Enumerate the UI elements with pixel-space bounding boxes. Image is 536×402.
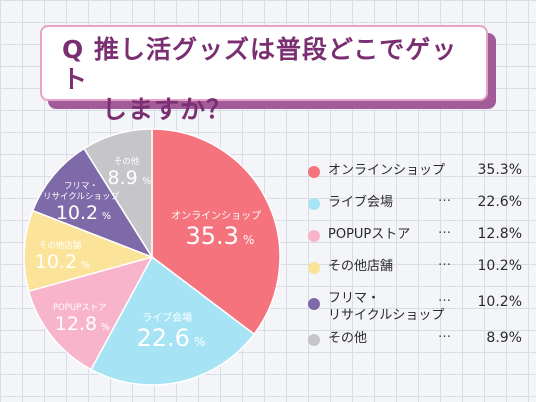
legend-label: フリマ・ リサイクルショップ (328, 291, 445, 323)
slice-name-1: オンラインショップ (171, 210, 261, 222)
legend-leader-dots: … (438, 254, 452, 269)
legend-value: 10.2% (477, 258, 522, 274)
legend-leader-dots: … (438, 190, 452, 205)
slice-name-5: フリマ・ (64, 181, 98, 191)
slice-percent-sign-3: % (101, 322, 110, 333)
slice-name-2: ライブ会場 (142, 311, 192, 324)
slice-value-6: 8.9 (107, 167, 137, 189)
slice-value-1: 35.3 (185, 222, 238, 250)
slice-percent-sign-1: % (243, 233, 254, 247)
legend-item: ライブ会場 … 22.6% (306, 190, 532, 222)
legend-leader-dots: … (438, 222, 452, 237)
pie-slice-5 (31, 147, 154, 259)
legend-label: その他店舗 (328, 259, 394, 274)
legend-leader-dots: … (438, 326, 452, 341)
legend-value: 22.6% (477, 194, 522, 210)
legend-value: 8.9% (486, 330, 522, 346)
pie-slice-6 (83, 128, 153, 260)
slice-percent-sign-4: % (81, 260, 90, 271)
legend-swatch (308, 166, 320, 178)
legend-item: その他 … 8.9% (306, 326, 532, 358)
legend-label: その他 (328, 331, 368, 346)
title-line-1: Q 推し活グッズは普段どこでゲット (62, 35, 458, 94)
legend-swatch (308, 334, 320, 346)
legend-swatch (308, 298, 320, 310)
pie-slice-2 (90, 255, 256, 386)
legend-label: オンラインショップ (328, 163, 446, 178)
slice-name-4: その他店舗 (39, 240, 82, 251)
legend-leader-dots: … (438, 290, 452, 305)
slice-percent-sign-5: % (102, 211, 111, 222)
slice-percent-sign-2: % (194, 335, 205, 349)
slice-value-4: 10.2 (35, 251, 77, 273)
chart-title: Q 推し活グッズは普段どこでゲット しますか？ (62, 35, 476, 125)
legend-value: 35.3% (477, 162, 522, 178)
slice-name-6: その他 (114, 156, 140, 167)
chart-legend: オンラインショップ 35.3% ライブ会場 … 22.6% POPUPストア … 12.8% そ… (306, 158, 532, 358)
slice-value-5: 10.2 (56, 202, 98, 224)
pie-slice-3 (27, 255, 154, 371)
slice-percent-sign-6: % (142, 176, 151, 187)
legend-swatch (308, 198, 320, 210)
slice-name-5: リサイクルショップ (43, 192, 120, 202)
slice-value-2: 22.6 (136, 324, 189, 352)
legend-label: POPUPストア (328, 227, 411, 242)
pie-slice-4 (23, 209, 155, 293)
legend-value: 12.8% (477, 226, 522, 242)
title-box: Q 推し活グッズは普段どこでゲット しますか？ (40, 25, 488, 124)
legend-swatch (308, 230, 320, 242)
legend-item: フリマ・ リサイクルショップ… 10.2% (306, 286, 532, 326)
legend-value: 10.2% (477, 294, 522, 310)
slice-name-3: POPUPストア (53, 303, 107, 313)
slice-value-3: 12.8 (55, 313, 97, 335)
legend-item: POPUPストア … 12.8% (306, 222, 532, 254)
title-line-2: しますか？ (102, 95, 233, 124)
pie-slice-1 (151, 128, 281, 336)
legend-item: その他店舗 … 10.2% (306, 254, 532, 286)
legend-label: ライブ会場 (328, 195, 394, 210)
legend-swatch (308, 262, 320, 274)
legend-item: オンラインショップ 35.3% (306, 158, 532, 190)
